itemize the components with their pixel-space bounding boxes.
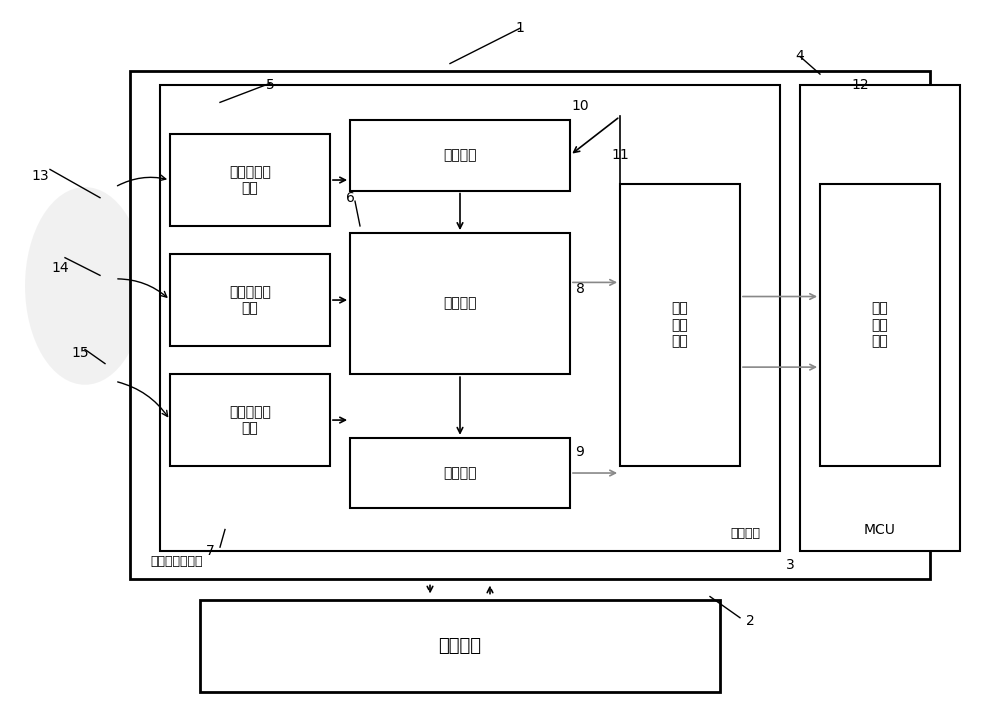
Bar <box>350 233 570 374</box>
Bar <box>170 134 330 226</box>
Bar <box>160 85 780 551</box>
Bar <box>820 184 940 466</box>
Text: 右心房感知
模块: 右心房感知 模块 <box>229 165 271 195</box>
Ellipse shape <box>25 187 145 385</box>
Text: 7: 7 <box>206 544 214 558</box>
Text: 2: 2 <box>746 614 754 628</box>
Text: 植入式医疗设备: 植入式医疗设备 <box>150 556 202 568</box>
Text: 无线传输: 无线传输 <box>443 466 477 480</box>
Text: 1: 1 <box>516 21 524 35</box>
Text: 9: 9 <box>576 445 584 459</box>
Text: 8: 8 <box>576 282 584 297</box>
Text: 数据
交换
接口: 数据 交换 接口 <box>872 301 888 348</box>
Bar <box>350 438 570 508</box>
Bar <box>170 374 330 466</box>
Text: 3: 3 <box>786 558 794 572</box>
Text: 采样模块: 采样模块 <box>443 297 477 311</box>
Bar <box>130 71 930 579</box>
Text: 14: 14 <box>51 261 69 275</box>
Text: 10: 10 <box>571 99 589 113</box>
Text: 12: 12 <box>851 78 869 92</box>
Bar <box>200 600 720 692</box>
Bar <box>800 85 960 551</box>
Text: 11: 11 <box>611 148 629 162</box>
Text: MCU: MCU <box>864 522 896 537</box>
Text: 数据
交换
接口: 数据 交换 接口 <box>672 301 688 348</box>
Text: 右心室感知
模块: 右心室感知 模块 <box>229 285 271 315</box>
Text: 左心室感知
模块: 左心室感知 模块 <box>229 405 271 435</box>
Bar <box>170 254 330 346</box>
Text: 采样控制: 采样控制 <box>443 148 477 162</box>
Text: 体外设备: 体外设备 <box>438 637 482 655</box>
Text: 15: 15 <box>71 346 89 360</box>
Text: 13: 13 <box>31 169 49 184</box>
Text: 集成电路: 集成电路 <box>730 527 760 540</box>
Bar <box>350 120 570 191</box>
Bar <box>620 184 740 466</box>
Text: 5: 5 <box>266 78 274 92</box>
Text: 6: 6 <box>346 191 354 205</box>
Text: 4: 4 <box>796 49 804 64</box>
